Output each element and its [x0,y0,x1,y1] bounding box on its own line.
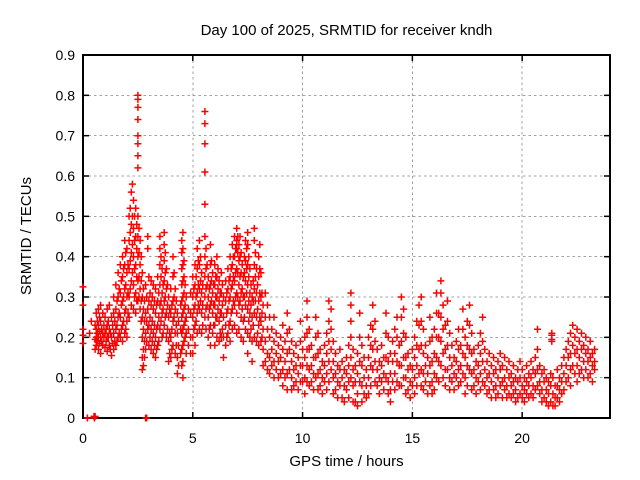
x-tick-label: 20 [514,430,530,446]
y-tick-label: 0.4 [56,249,76,265]
plot-border [82,54,611,419]
y-tick-label: 0 [67,410,75,426]
y-tick-label: 0.9 [56,47,76,63]
x-axis-label: GPS time / hours [289,453,404,470]
y-tick-label: 0.7 [56,128,76,144]
y-tick-label: 0.3 [56,289,76,305]
x-tick-label: 5 [189,430,197,446]
chart-title: Day 100 of 2025, SRMTID for receiver knd… [200,22,493,39]
y-axis-label: SRMTID / TECUs [18,176,35,296]
y-tick-label: 0.6 [56,168,76,184]
scatter-points [79,91,599,422]
y-tick-label: 0.5 [56,208,76,224]
y-tick-label: 0.1 [56,370,76,386]
y-tick-label: 0.8 [56,87,76,103]
y-tick-label: 0.2 [56,329,76,345]
x-tick-label: 0 [79,430,87,446]
x-tick-label: 10 [295,430,311,446]
x-tick-label: 15 [405,430,421,446]
